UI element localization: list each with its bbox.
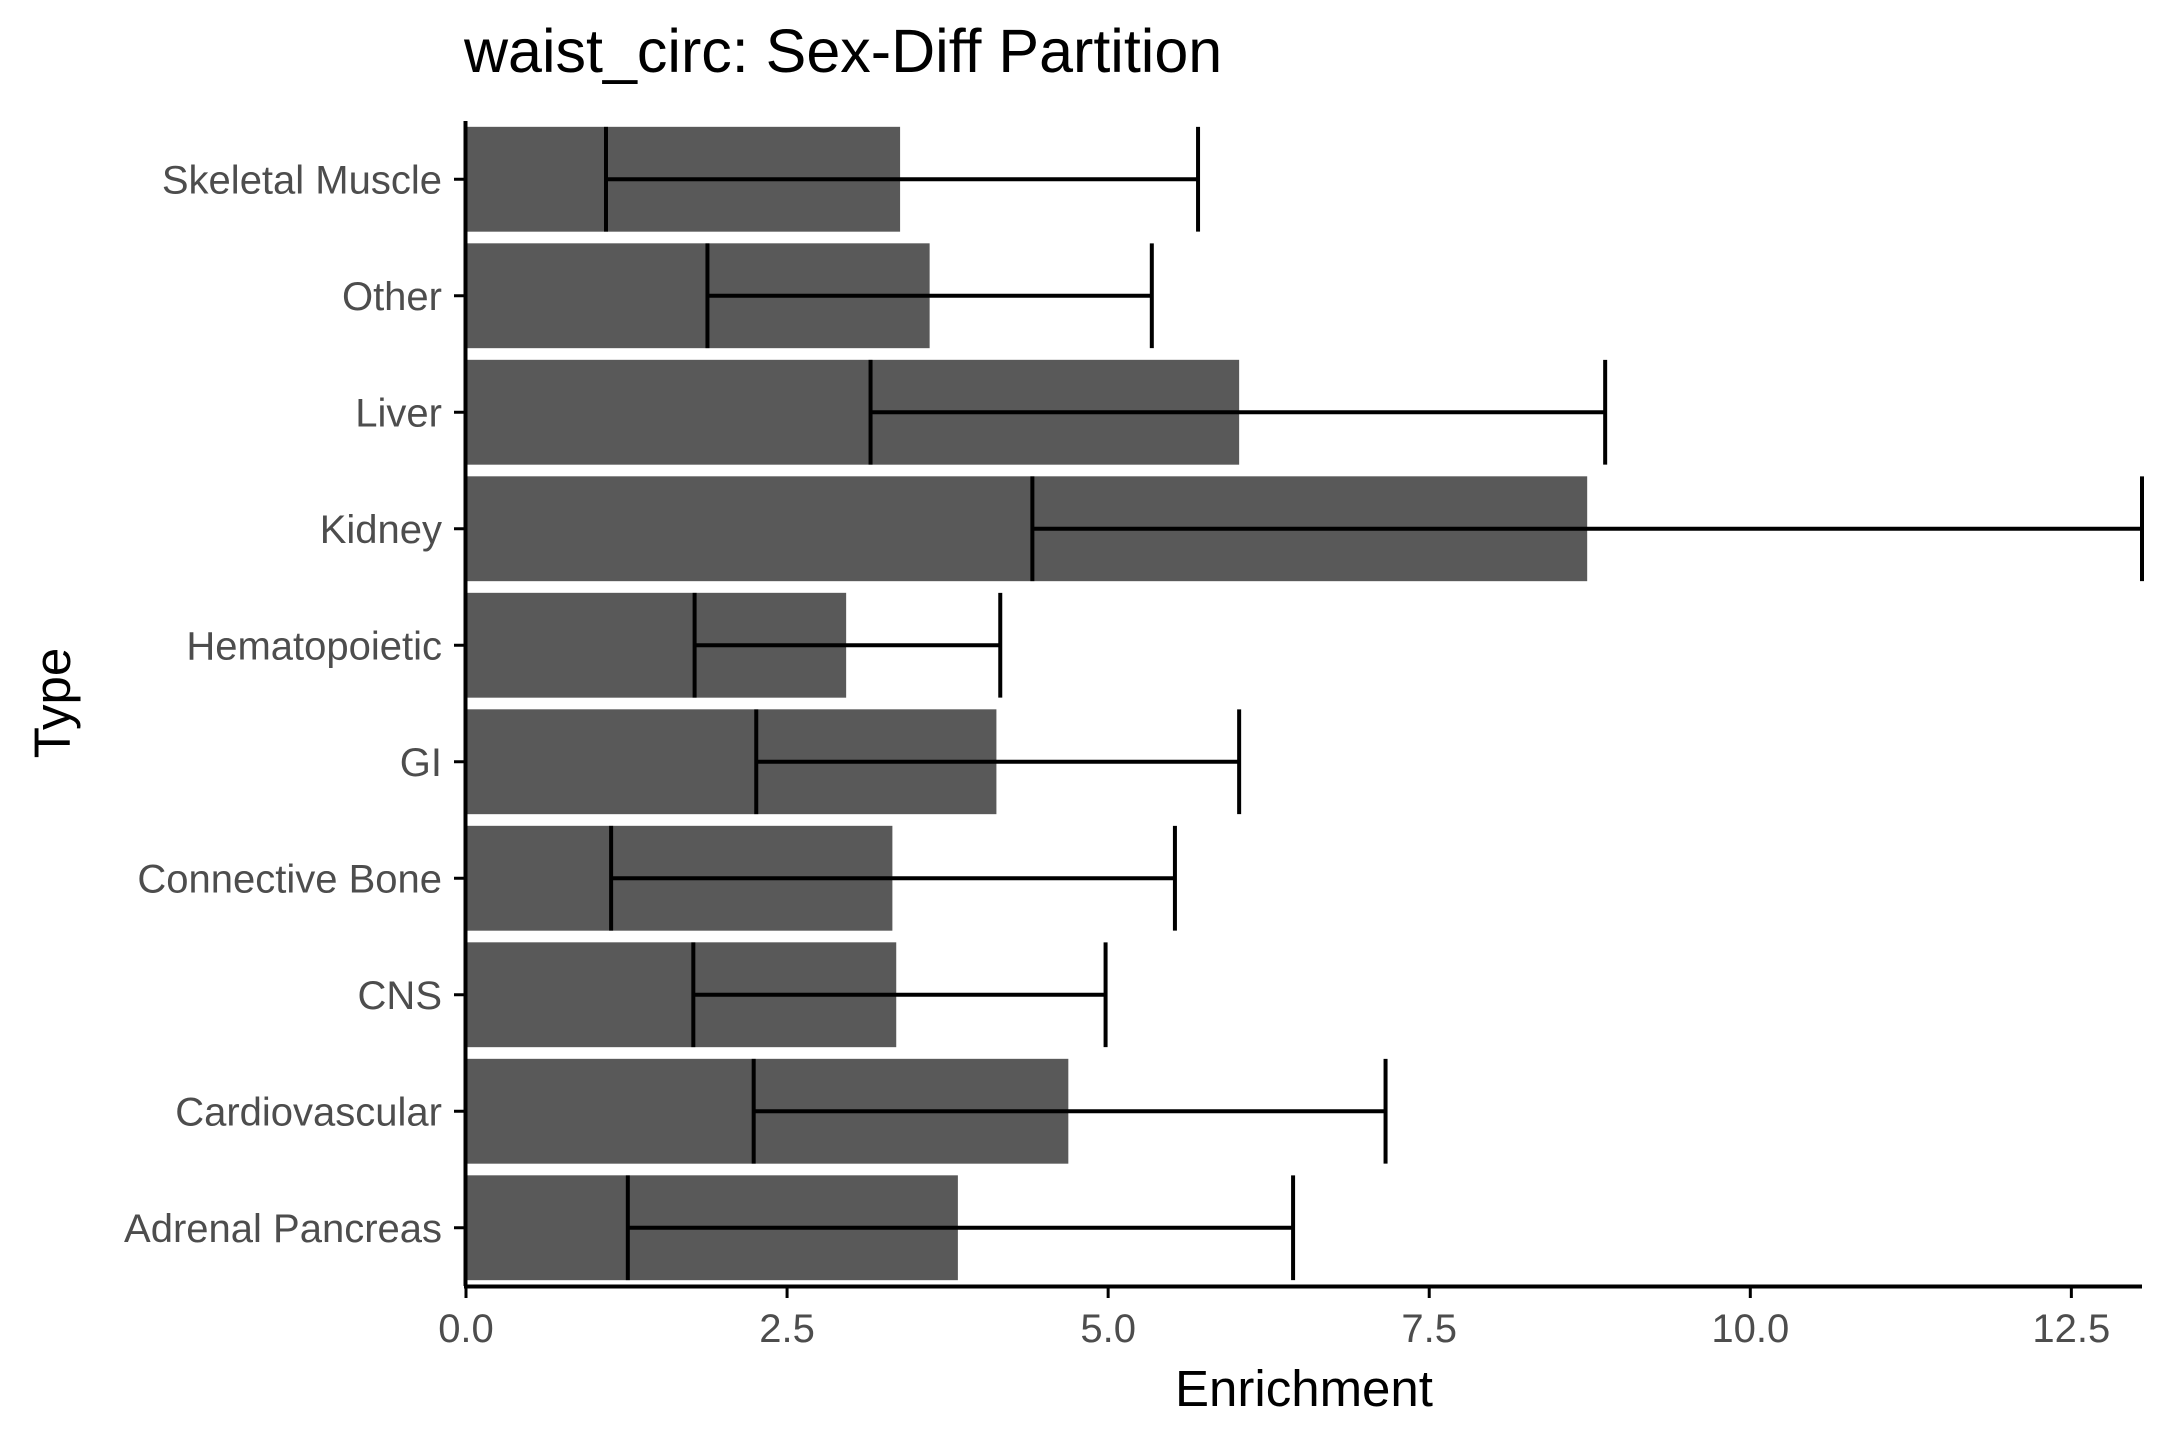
- x-tick-label: 2.5: [759, 1307, 815, 1351]
- errorbar-adrenal-pancreas: [625, 1175, 1296, 1281]
- bars-layer: [466, 126, 1588, 1281]
- errorbar-other: [705, 243, 1154, 349]
- x-ticks-layer: 0.0 2.5 5.0 7.5 10.0 12.5: [438, 1286, 2110, 1351]
- errorbar-liver: [868, 359, 1608, 465]
- y-tick-label: Liver: [355, 391, 442, 435]
- y-tick-label: Other: [342, 275, 442, 319]
- errorbar-skeletal-muscle: [603, 126, 1201, 232]
- y-tick-label: Cardiovascular: [175, 1090, 442, 1134]
- x-tick-label: 12.5: [2032, 1307, 2110, 1351]
- y-tick-label: Hematopoietic: [186, 624, 442, 668]
- errorbar-gi: [754, 709, 1242, 815]
- chart-title: waist_circ: Sex-Diff Partition: [463, 17, 1222, 85]
- errorbar-connective-bone: [609, 825, 1177, 931]
- x-axis-title: Enrichment: [1175, 1360, 1433, 1417]
- y-tick-label: GI: [400, 741, 442, 785]
- y-tick-label: Skeletal Muscle: [162, 158, 442, 202]
- axes-layer: [463, 121, 2142, 1289]
- errorbar-kidney: [1030, 476, 2144, 582]
- errorbar-hematopoietic: [692, 592, 1003, 698]
- errorbar-cns: [691, 942, 1108, 1048]
- x-tick-label: 10.0: [1711, 1307, 1789, 1351]
- x-tick-label: 0.0: [438, 1307, 494, 1351]
- x-tick-label: 7.5: [1401, 1307, 1457, 1351]
- errorbars-layer: [603, 126, 2144, 1281]
- y-tick-label: Kidney: [320, 508, 442, 552]
- errorbar-cardiovascular: [751, 1058, 1388, 1164]
- y-tick-label: CNS: [358, 974, 442, 1018]
- y-tick-label: Adrenal Pancreas: [124, 1207, 442, 1251]
- x-tick-label: 5.0: [1080, 1307, 1136, 1351]
- y-tick-label: Connective Bone: [137, 857, 442, 901]
- y-axis-title: Type: [24, 648, 81, 759]
- y-ticks-layer: Adrenal Pancreas Cardiovascular CNS Connect…: [124, 158, 466, 1251]
